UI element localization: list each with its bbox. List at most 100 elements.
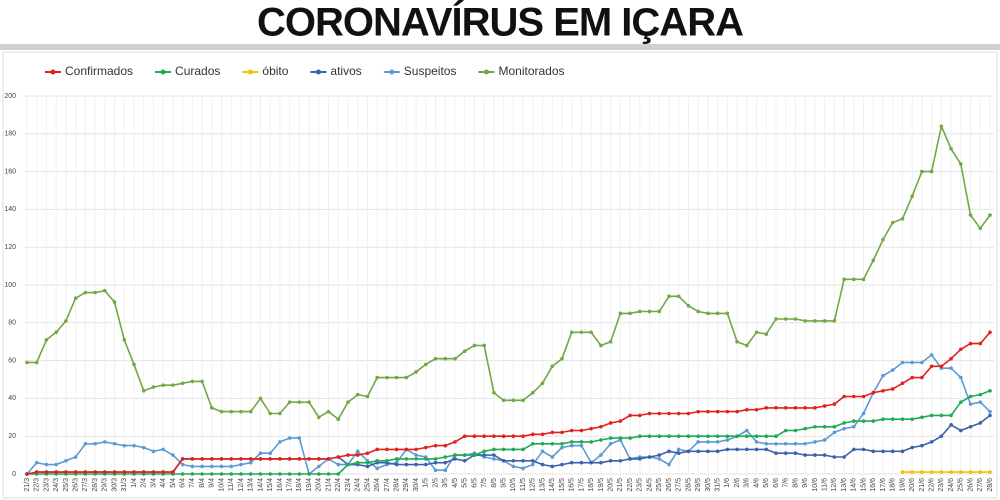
x-tick-label: 22/5 [627, 478, 634, 492]
x-tick-label: 5/6 [763, 478, 770, 488]
x-tick-label: 21/4 [325, 478, 332, 492]
data-point [122, 443, 127, 448]
data-point [141, 470, 146, 474]
data-point [910, 360, 914, 365]
data-point [433, 468, 438, 473]
x-tick-label: 27/3 [82, 478, 89, 492]
data-point [200, 457, 204, 461]
data-point [141, 445, 146, 450]
data-point [73, 470, 78, 474]
data-point [278, 411, 282, 416]
legend-label: Monitorados [498, 64, 564, 78]
data-point [949, 147, 953, 151]
x-tick-label: 17/6 [880, 478, 887, 492]
data-point [764, 434, 769, 439]
data-point [462, 458, 467, 463]
y-tick-label: 180 [4, 131, 16, 138]
data-point [745, 407, 749, 412]
data-point [949, 356, 953, 361]
data-point [521, 398, 525, 403]
data-point [657, 453, 662, 457]
data-point [307, 457, 311, 461]
data-point [336, 472, 341, 476]
data-point [579, 440, 584, 444]
data-point [618, 311, 623, 316]
data-point [978, 392, 983, 397]
x-tick-label: 26/6 [967, 478, 974, 492]
data-point [404, 447, 409, 452]
data-point [735, 409, 739, 414]
y-tick-label: 120 [4, 244, 16, 251]
header-band [0, 44, 1000, 50]
x-tick-label: 2/6 [734, 478, 741, 488]
data-point [482, 343, 486, 348]
data-point [248, 460, 253, 465]
data-point [754, 407, 759, 412]
x-tick-label: 21/6 [919, 478, 926, 492]
data-point [920, 360, 924, 365]
data-point [793, 441, 798, 446]
data-point [326, 472, 331, 476]
x-tick-label: 25/3 [63, 478, 70, 492]
data-point [667, 449, 671, 454]
data-point [929, 440, 934, 444]
data-point [171, 453, 175, 457]
data-point [462, 349, 467, 353]
x-tick-label: 28/6 [987, 478, 994, 492]
legend-label: óbito [262, 64, 288, 78]
x-tick-label: 4/4 [160, 478, 167, 488]
x-tick-label: 20/4 [316, 478, 323, 492]
legend-label: Curados [175, 64, 220, 78]
data-point [482, 453, 486, 457]
data-point [988, 213, 992, 217]
data-point [122, 338, 127, 342]
y-tick-label: 140 [4, 206, 16, 213]
data-point [219, 464, 224, 469]
data-point [871, 390, 876, 395]
data-point [686, 411, 691, 416]
data-point [890, 220, 895, 225]
data-point [900, 417, 905, 421]
data-point [842, 277, 846, 282]
x-tick-label: 5/5 [462, 478, 469, 488]
x-tick-label: 24/6 [948, 478, 955, 492]
data-point [735, 434, 739, 439]
x-tick-label: 1/4 [131, 478, 138, 488]
data-point [54, 462, 58, 467]
data-point [443, 356, 448, 361]
data-point [978, 400, 983, 404]
data-point [365, 394, 370, 399]
data-point [667, 462, 671, 467]
data-point [793, 428, 798, 433]
x-tick-label: 24/4 [355, 478, 362, 492]
data-point [608, 441, 613, 446]
data-point [560, 445, 564, 450]
data-point [657, 411, 662, 416]
data-point [550, 455, 555, 459]
data-point [696, 434, 700, 439]
data-point [375, 447, 379, 452]
data-point [336, 417, 341, 421]
data-point [988, 409, 992, 414]
data-point [210, 472, 214, 476]
data-point [745, 343, 749, 348]
data-point [511, 434, 516, 439]
data-point [190, 472, 195, 476]
x-tick-label: 21/3 [24, 478, 31, 492]
data-point [676, 434, 681, 439]
x-tick-label: 23/4 [345, 478, 352, 492]
legend-marker [50, 69, 56, 75]
data-point [54, 330, 58, 335]
data-point [959, 347, 963, 352]
plot-frame [2, 51, 998, 499]
data-point [443, 455, 448, 459]
data-point [706, 449, 710, 454]
data-point [93, 470, 97, 474]
data-point [890, 449, 895, 454]
data-point [443, 443, 448, 448]
data-point [608, 458, 613, 463]
data-point [706, 409, 710, 414]
data-point [365, 460, 370, 465]
x-tick-label: 22/4 [335, 478, 342, 492]
data-point [988, 330, 992, 335]
